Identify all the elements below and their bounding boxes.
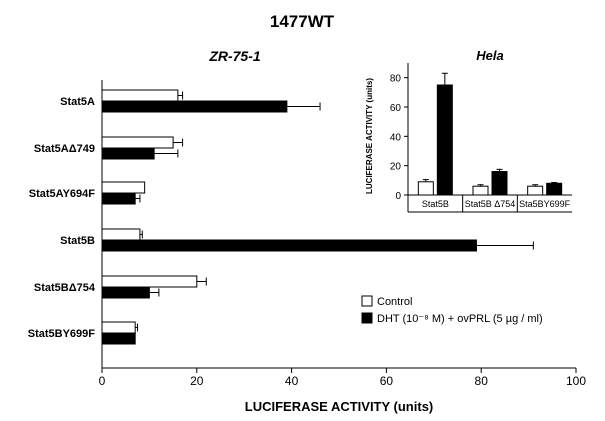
treatment-bar [101,192,136,205]
main-x-tick-label: 20 [190,374,204,388]
treatment-bar [101,239,477,252]
inset-bars [417,72,563,196]
inset-y-tick-label: 0 [395,191,401,202]
treatment-bar [101,100,288,113]
inset-category-label: Stat5B [422,199,449,209]
main-category-label: Stat5B [60,235,95,247]
legend-label-treatment: DHT (10⁻⁸ M) + ovPRL (5 µg / ml) [377,313,543,325]
inset-control-bar [417,181,434,196]
control-bar [101,275,198,288]
inset-y-tick-label: 20 [390,162,402,173]
legend: Control DHT (10⁻⁸ M) + ovPRL (5 µg / ml) [361,295,543,325]
main-x-tick-label: 80 [475,374,489,388]
control-bar [101,181,146,194]
legend-swatch-treatment [361,312,373,324]
main-chart: ZR-75-1 0 20 40 60 80 100 Stat5AStat5AΔ749Sta… [28,48,587,414]
main-category-label: Stat5AΔ749 [34,143,95,155]
control-bar [101,136,174,149]
main-x-tick-label: 100 [566,374,586,388]
legend-label-control: Control [377,296,412,308]
inset-chart-title: Hela [476,48,503,63]
inset-y-tick-label: 60 [390,103,402,114]
figure-title: 1477WT [270,12,335,31]
inset-y-tick-label: 40 [390,132,402,143]
inset-category-label: Stat5B Δ754 [465,199,516,209]
main-x-tick-label: 0 [99,374,106,388]
main-x-tick-label: 60 [380,374,394,388]
main-chart-title: ZR-75-1 [208,48,261,64]
main-category-label: Stat5AY694F [29,188,96,200]
inset-treatment-bar [491,171,508,196]
main-category-label: Stat5A [60,96,95,108]
inset-y-tick-label: 80 [390,74,402,85]
inset-axes [407,63,572,213]
inset-treatment-bar [546,182,563,196]
inset-treatment-bar [436,84,453,196]
control-bar [101,89,179,102]
main-x-tick-label: 40 [285,374,299,388]
legend-swatch-control [361,295,373,307]
inset-category-label: Sta5BY699F [519,199,571,209]
inset-chart: Hela 0 20 40 60 80 Stat5B Stat5B Δ754 Sta5BY69… [365,48,572,213]
inset-category-labels: Stat5B Stat5B Δ754 Sta5BY699F [422,195,571,212]
main-bars [101,89,534,345]
treatment-bar [101,286,150,299]
main-x-ticks: 0 20 40 60 80 100 [99,368,586,388]
inset-y-axis-label: LUCIFERASE ACTIVITY (units) [365,78,374,194]
main-axes [101,80,576,369]
control-bar [101,321,136,334]
main-category-label: Stat5BΔ754 [34,282,96,294]
inset-control-bar [527,185,544,196]
treatment-bar [101,147,155,160]
main-category-labels: Stat5A Stat5AΔ749 Stat5AY694F Stat5B Stat5BΔ… [28,96,96,340]
main-x-axis-label: LUCIFERASE ACTIVITY (units) [245,399,434,414]
treatment-bar [101,332,136,345]
inset-y-ticks: 0 20 40 60 80 [390,74,408,202]
control-bar [101,228,141,241]
main-category-label: Stat5BY699F [28,328,96,340]
inset-control-bar [472,185,489,196]
